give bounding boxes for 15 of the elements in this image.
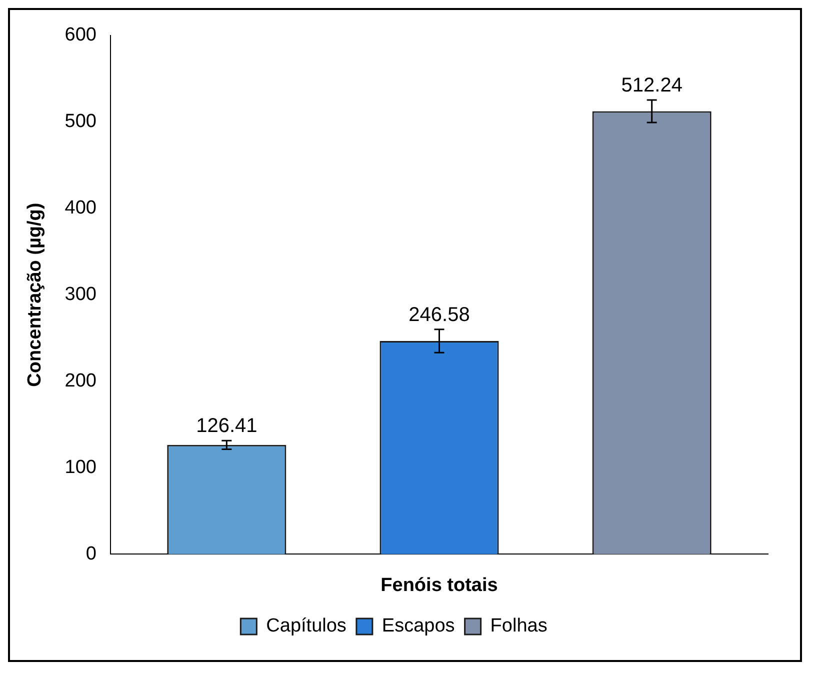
data-label: 246.58 [408, 304, 470, 326]
legend-label: Escapos [382, 616, 455, 637]
y-tick-label: 0 [86, 543, 96, 564]
x-axis-title: Fenóis totais [380, 574, 498, 596]
y-tick-label: 400 [64, 198, 96, 219]
y-tick-label: 100 [64, 456, 96, 478]
data-label: 512.24 [621, 74, 682, 97]
y-tick-label: 500 [64, 111, 96, 132]
legend-label: Capítulos [266, 616, 346, 637]
y-tick-label: 300 [64, 284, 96, 306]
y-tick-label: 600 [64, 24, 96, 46]
y-tick-label: 200 [64, 370, 96, 392]
y-axis-title: Concentração (µg/g) [24, 202, 46, 387]
legend-label: Folhas [490, 616, 548, 637]
data-label: 126.41 [196, 415, 258, 438]
